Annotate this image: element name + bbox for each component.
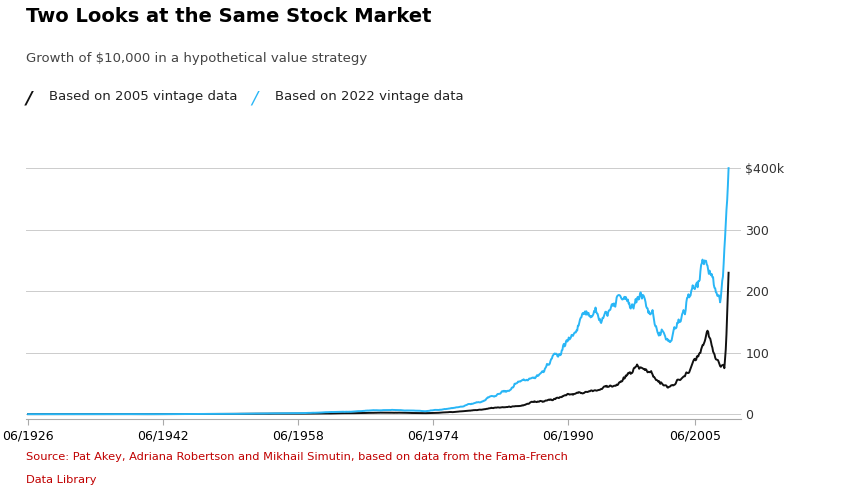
Text: /: / (251, 90, 257, 108)
Text: /: / (26, 90, 32, 108)
Text: Data Library: Data Library (26, 475, 96, 485)
Text: Source: Pat Akey, Adriana Robertson and Mikhail Simutin, based on data from the : Source: Pat Akey, Adriana Robertson and … (26, 452, 567, 462)
Text: Based on 2005 vintage data: Based on 2005 vintage data (49, 90, 238, 103)
Text: Based on 2022 vintage data: Based on 2022 vintage data (275, 90, 463, 103)
Text: Growth of $10,000 in a hypothetical value strategy: Growth of $10,000 in a hypothetical valu… (26, 52, 367, 65)
Text: Two Looks at the Same Stock Market: Two Looks at the Same Stock Market (26, 7, 431, 26)
